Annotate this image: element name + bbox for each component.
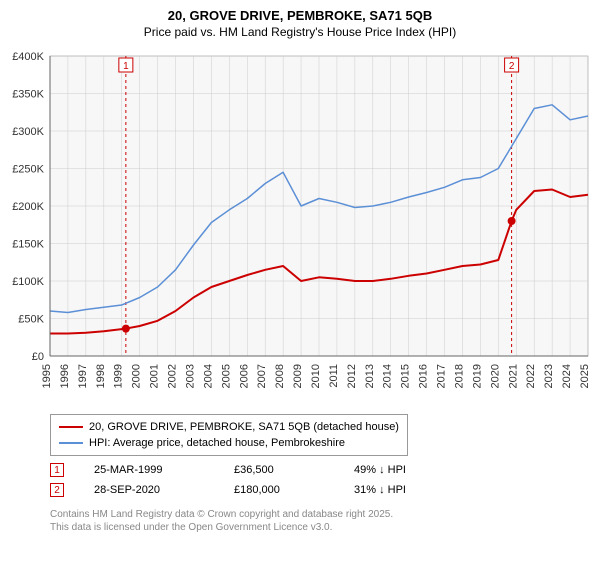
svg-text:2006: 2006 xyxy=(238,364,250,388)
svg-text:2024: 2024 xyxy=(561,364,573,388)
svg-text:2019: 2019 xyxy=(471,364,483,388)
svg-text:2003: 2003 xyxy=(184,364,196,388)
legend-row: 20, GROVE DRIVE, PEMBROKE, SA71 5QB (det… xyxy=(59,419,399,435)
svg-text:1999: 1999 xyxy=(113,364,125,388)
svg-text:2013: 2013 xyxy=(364,364,376,388)
svg-text:1996: 1996 xyxy=(59,364,71,388)
svg-text:1: 1 xyxy=(123,61,129,72)
svg-text:1997: 1997 xyxy=(77,364,89,388)
svg-text:2: 2 xyxy=(509,61,515,72)
svg-text:1998: 1998 xyxy=(95,364,107,388)
legend-label: HPI: Average price, detached house, Pemb… xyxy=(89,437,345,449)
svg-text:2004: 2004 xyxy=(202,364,214,388)
svg-text:2005: 2005 xyxy=(220,364,232,388)
svg-text:2009: 2009 xyxy=(292,364,304,388)
svg-text:2001: 2001 xyxy=(149,364,161,388)
event-badge: 2 xyxy=(50,483,64,497)
svg-text:2008: 2008 xyxy=(274,364,286,388)
svg-text:£0: £0 xyxy=(32,351,44,363)
svg-text:2018: 2018 xyxy=(453,364,465,388)
legend-label: 20, GROVE DRIVE, PEMBROKE, SA71 5QB (det… xyxy=(89,421,399,433)
legend-row: HPI: Average price, detached house, Pemb… xyxy=(59,435,399,451)
footer-line: This data is licensed under the Open Gov… xyxy=(50,521,393,534)
event-row: 1 25-MAR-1999 £36,500 49% ↓ HPI xyxy=(50,460,444,480)
page-subtitle: Price paid vs. HM Land Registry's House … xyxy=(0,25,600,39)
svg-text:2021: 2021 xyxy=(507,364,519,388)
legend: 20, GROVE DRIVE, PEMBROKE, SA71 5QB (det… xyxy=(50,414,408,456)
event-pct: 49% ↓ HPI xyxy=(354,464,444,476)
event-price: £36,500 xyxy=(234,464,324,476)
svg-text:2012: 2012 xyxy=(346,364,358,388)
event-pct: 31% ↓ HPI xyxy=(354,484,444,496)
svg-text:£100K: £100K xyxy=(12,276,44,288)
svg-text:2010: 2010 xyxy=(310,364,322,388)
svg-text:£400K: £400K xyxy=(12,51,44,63)
event-row: 2 28-SEP-2020 £180,000 31% ↓ HPI xyxy=(50,480,444,500)
event-badge: 1 xyxy=(50,463,64,477)
svg-text:£50K: £50K xyxy=(18,314,44,326)
svg-text:£150K: £150K xyxy=(12,239,44,251)
price-chart: £0 £50K £100K £150K £200K £250K £300K £350K £400… xyxy=(0,50,600,408)
svg-text:£300K: £300K xyxy=(12,126,44,138)
event-date: 25-MAR-1999 xyxy=(94,464,204,476)
event-price: £180,000 xyxy=(234,484,324,496)
svg-text:2002: 2002 xyxy=(167,364,179,388)
event-date: 28-SEP-2020 xyxy=(94,484,204,496)
svg-text:2022: 2022 xyxy=(525,364,537,388)
svg-text:£200K: £200K xyxy=(12,201,44,213)
footer-line: Contains HM Land Registry data © Crown c… xyxy=(50,508,393,521)
legend-swatch xyxy=(59,426,83,428)
svg-text:£250K: £250K xyxy=(12,164,44,176)
svg-text:2007: 2007 xyxy=(256,364,268,388)
svg-text:2011: 2011 xyxy=(328,364,340,388)
svg-text:2020: 2020 xyxy=(489,364,501,388)
svg-text:2023: 2023 xyxy=(543,364,555,388)
svg-text:2025: 2025 xyxy=(579,364,591,388)
svg-text:2017: 2017 xyxy=(436,364,448,388)
svg-text:2000: 2000 xyxy=(131,364,143,388)
legend-swatch xyxy=(59,442,83,444)
footer-attribution: Contains HM Land Registry data © Crown c… xyxy=(50,508,393,534)
svg-text:2014: 2014 xyxy=(382,364,394,388)
page-title: 20, GROVE DRIVE, PEMBROKE, SA71 5QB xyxy=(0,8,600,23)
svg-text:£350K: £350K xyxy=(12,89,44,101)
event-table: 1 25-MAR-1999 £36,500 49% ↓ HPI 2 28-SEP-2020… xyxy=(50,460,444,500)
svg-text:2015: 2015 xyxy=(400,364,412,388)
svg-text:2016: 2016 xyxy=(418,364,430,388)
svg-text:1995: 1995 xyxy=(41,364,53,388)
